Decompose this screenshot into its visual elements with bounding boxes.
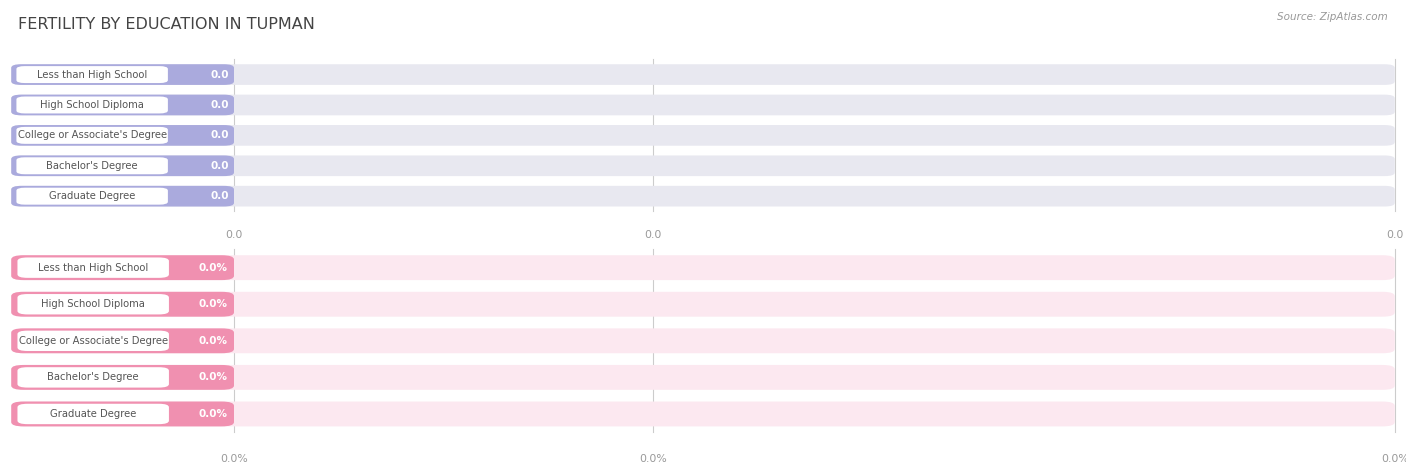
FancyBboxPatch shape [11,365,1395,390]
FancyBboxPatch shape [11,255,1395,280]
FancyBboxPatch shape [17,257,169,278]
FancyBboxPatch shape [11,292,233,317]
FancyBboxPatch shape [17,66,167,83]
FancyBboxPatch shape [17,404,169,424]
Text: 0.0%: 0.0% [198,336,228,346]
FancyBboxPatch shape [11,186,1395,207]
FancyBboxPatch shape [17,331,169,351]
Text: Source: ZipAtlas.com: Source: ZipAtlas.com [1277,12,1388,22]
Text: Bachelor's Degree: Bachelor's Degree [48,372,139,382]
FancyBboxPatch shape [11,125,1395,146]
FancyBboxPatch shape [11,155,1395,176]
Text: 0.0%: 0.0% [198,263,228,273]
FancyBboxPatch shape [17,96,167,114]
Text: 0.0%: 0.0% [1381,454,1406,464]
FancyBboxPatch shape [11,64,1395,85]
Text: 0.0: 0.0 [211,191,229,201]
Text: Bachelor's Degree: Bachelor's Degree [46,161,138,171]
Text: College or Associate's Degree: College or Associate's Degree [18,130,167,141]
Text: 0.0: 0.0 [225,230,243,240]
Text: 0.0: 0.0 [211,69,229,80]
FancyBboxPatch shape [11,95,1395,115]
FancyBboxPatch shape [11,292,1395,317]
Text: College or Associate's Degree: College or Associate's Degree [18,336,167,346]
Text: 0.0: 0.0 [211,161,229,171]
FancyBboxPatch shape [17,127,167,144]
FancyBboxPatch shape [11,365,233,390]
Text: 0.0%: 0.0% [221,454,247,464]
FancyBboxPatch shape [17,294,169,314]
Text: Less than High School: Less than High School [37,69,148,80]
Text: 0.0%: 0.0% [198,409,228,419]
Text: Graduate Degree: Graduate Degree [49,191,135,201]
Text: 0.0: 0.0 [644,230,662,240]
Text: High School Diploma: High School Diploma [41,299,145,309]
FancyBboxPatch shape [11,64,233,85]
FancyBboxPatch shape [17,367,169,388]
Text: 0.0%: 0.0% [198,299,228,309]
Text: 0.0: 0.0 [211,100,229,110]
Text: FERTILITY BY EDUCATION IN TUPMAN: FERTILITY BY EDUCATION IN TUPMAN [18,17,315,32]
FancyBboxPatch shape [11,401,233,427]
FancyBboxPatch shape [17,188,167,205]
FancyBboxPatch shape [11,95,233,115]
Text: Less than High School: Less than High School [38,263,148,273]
Text: High School Diploma: High School Diploma [41,100,143,110]
FancyBboxPatch shape [11,255,233,280]
Text: 0.0%: 0.0% [198,372,228,382]
Text: 0.0%: 0.0% [640,454,666,464]
FancyBboxPatch shape [11,125,233,146]
Text: 0.0: 0.0 [211,130,229,141]
FancyBboxPatch shape [11,328,233,353]
Text: Graduate Degree: Graduate Degree [51,409,136,419]
Text: 0.0: 0.0 [1386,230,1403,240]
FancyBboxPatch shape [11,401,1395,427]
FancyBboxPatch shape [11,186,233,207]
FancyBboxPatch shape [17,157,167,174]
FancyBboxPatch shape [11,328,1395,353]
FancyBboxPatch shape [11,155,233,176]
